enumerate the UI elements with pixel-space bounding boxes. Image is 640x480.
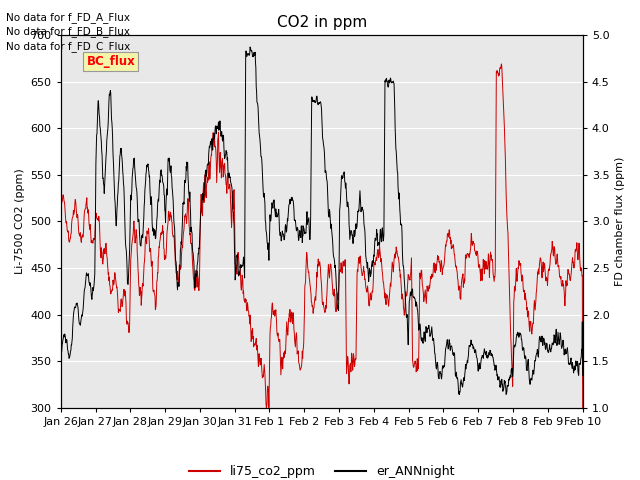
Text: No data for f_FD_A_Flux: No data for f_FD_A_Flux bbox=[6, 12, 131, 23]
Legend: li75_co2_ppm, er_ANNnight: li75_co2_ppm, er_ANNnight bbox=[184, 460, 460, 480]
Y-axis label: Li-7500 CO2 (ppm): Li-7500 CO2 (ppm) bbox=[15, 168, 25, 275]
Text: No data for f_FD_B_Flux: No data for f_FD_B_Flux bbox=[6, 26, 131, 37]
Text: BC_flux: BC_flux bbox=[86, 55, 135, 68]
Title: CO2 in ppm: CO2 in ppm bbox=[276, 15, 367, 30]
Y-axis label: FD chamber flux (ppm): FD chamber flux (ppm) bbox=[615, 157, 625, 286]
Text: No data for f_FD_C_Flux: No data for f_FD_C_Flux bbox=[6, 41, 131, 52]
